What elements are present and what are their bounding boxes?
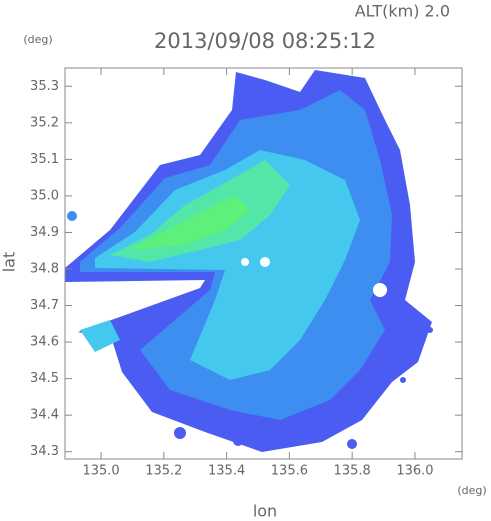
y-unit: (deg) [23, 33, 52, 46]
y-tick-label: 35.1 [30, 152, 59, 167]
y-tick-label: 35.3 [30, 79, 59, 94]
y-tick-label: 35.2 [30, 115, 59, 130]
x-tick-label: 135.4 [208, 464, 245, 479]
altitude-label: ALT(km) 2.0 [355, 2, 450, 21]
x-tick-label: 135.6 [271, 464, 308, 479]
x-tick-label: 136.0 [396, 464, 433, 479]
x-tick-label: 135.8 [334, 464, 371, 479]
x-axis-label: lon [253, 502, 277, 521]
y-tick-label: 34.6 [30, 335, 59, 350]
y-tick-label: 34.4 [30, 408, 59, 423]
x-unit: (deg) [457, 484, 486, 497]
y-tick-label: 34.3 [30, 444, 59, 459]
chart-title: 2013/09/08 08:25:12 [154, 29, 376, 53]
y-tick-label: 34.7 [30, 298, 59, 313]
plot-frame [64, 67, 463, 460]
y-tick-label: 34.9 [30, 225, 59, 240]
y-tick-label: 35.0 [30, 188, 59, 203]
y-tick-label: 34.8 [30, 261, 59, 276]
y-tick-label: 34.5 [30, 371, 59, 386]
x-tick-label: 135.0 [82, 464, 119, 479]
x-tick-label: 135.2 [145, 464, 182, 479]
y-axis-label: lat [0, 252, 19, 273]
radar-field [65, 70, 433, 452]
